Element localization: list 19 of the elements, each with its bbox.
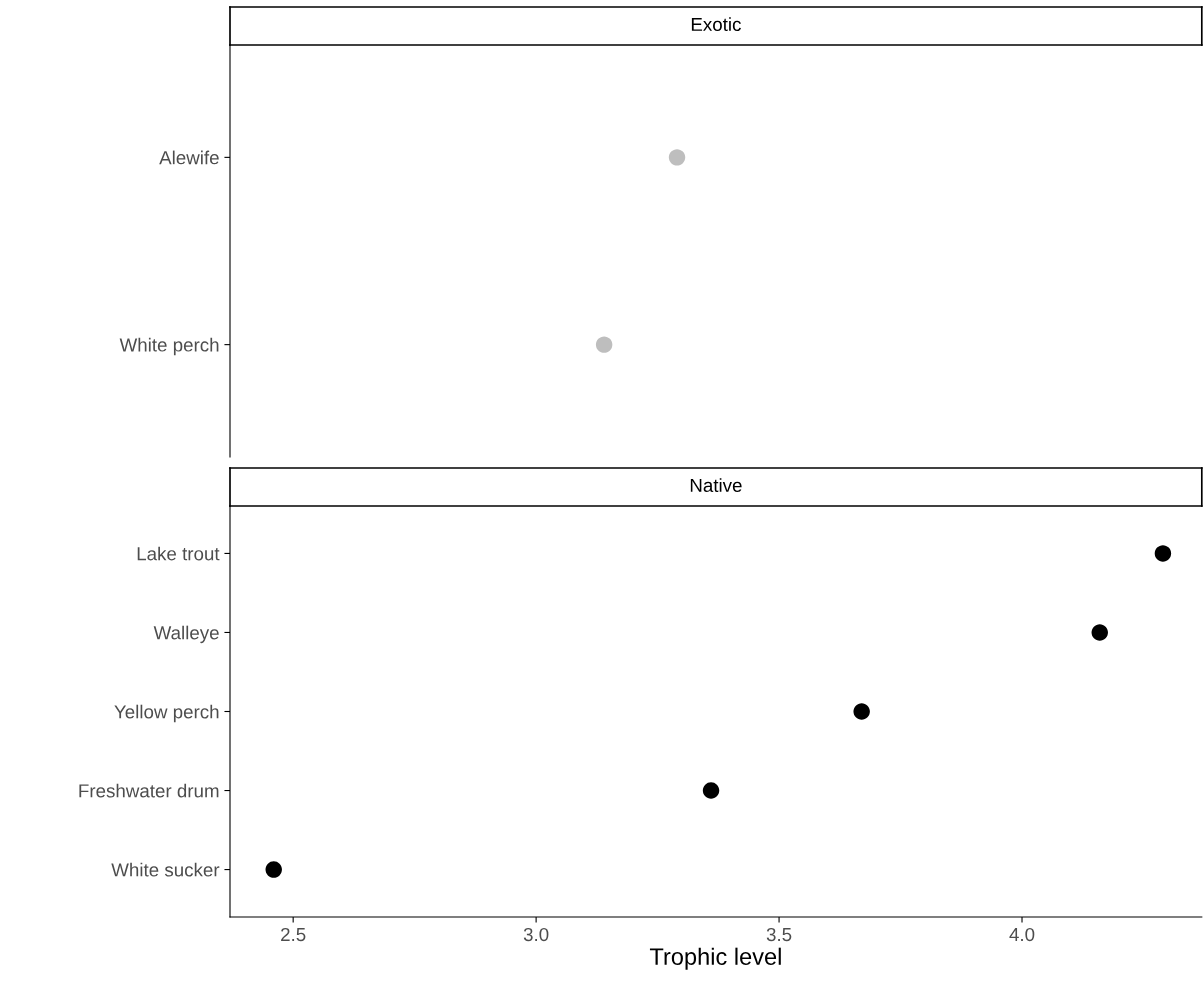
- y-tick-label: Alewife: [159, 150, 219, 165]
- chart-title: Native: [690, 478, 742, 493]
- x-tick-label: 3.5: [766, 927, 792, 942]
- y-tick-label: White perch: [119, 337, 219, 356]
- y-tick-label: Walleye: [153, 625, 219, 644]
- y-tick-label: Lake trout: [137, 546, 220, 561]
- point: [853, 703, 870, 720]
- chart-title: Exotic: [691, 17, 741, 32]
- x-tick-label: 4.0: [1009, 927, 1035, 942]
- point: [702, 782, 720, 799]
- y-tick-label: Yellow perch: [114, 704, 219, 723]
- x-axis-title: Trophic level: [649, 947, 781, 970]
- y-tick-label: Freshwater drum: [79, 783, 219, 798]
- point: [1154, 545, 1172, 562]
- point: [1091, 624, 1108, 641]
- x-tick-label: 2.5: [281, 927, 306, 942]
- y-tick-label: White sucker: [111, 862, 220, 877]
- point: [265, 861, 282, 878]
- x-tick-label: 3.0: [523, 927, 549, 942]
